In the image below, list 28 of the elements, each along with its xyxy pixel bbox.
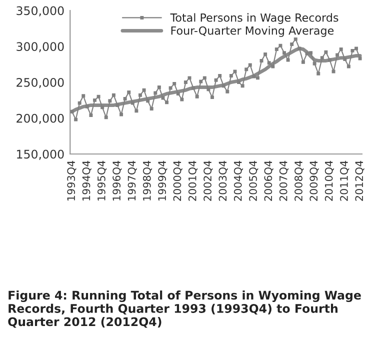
x-tick-label: 1994Q4 [82,160,92,200]
x-tick-label: 2000Q4 [173,160,182,201]
x-tick-label: 2002Q4 [204,160,213,201]
y-tick-label: 300,000 [16,42,64,52]
x-tick-label: 2009Q4 [310,160,319,201]
x-tick-label: 1995Q4 [97,160,107,200]
x-tick-label: 1998Q4 [142,160,152,200]
y-tick-label: 250,000 [16,78,64,88]
x-tick-label: 2004Q4 [234,160,243,201]
y-tick-label: 200,000 [16,114,64,124]
legend-label: Total Persons in Wage Records [170,13,338,24]
x-tick-label: 2007Q4 [279,160,288,201]
x-tick-label: 2011Q4 [340,160,350,201]
x-tick-label: 1996Q4 [112,160,122,200]
x-tick-label: 1997Q4 [128,160,137,200]
y-tick-label: 350,000 [16,6,64,16]
caption: Figure 4: Running Total of Persons in Wyoming Wage Records, Fourth Quarter 1993 (1993Q4) to Fourth Quarter 2012 (2012Q4) [8,290,361,328]
x-tick-label: 2003Q4 [218,160,228,201]
x-tick-label: 2006Q4 [264,160,274,201]
x-tick-label: 2001Q4 [188,160,198,201]
x-tick-label: 2008Q4 [294,160,304,201]
x-tick-label: 1993Q4 [67,160,76,200]
y-tick-label: 150,000 [17,150,64,160]
x-tick-label: 2012Q4 [355,160,364,201]
legend-label: Four-Quarter Moving Average [171,26,334,37]
x-tick-label: 2005Q4 [249,160,258,201]
x-tick-label: 1999Q4 [158,160,168,200]
x-tick-label: 2010Q4 [324,160,334,201]
